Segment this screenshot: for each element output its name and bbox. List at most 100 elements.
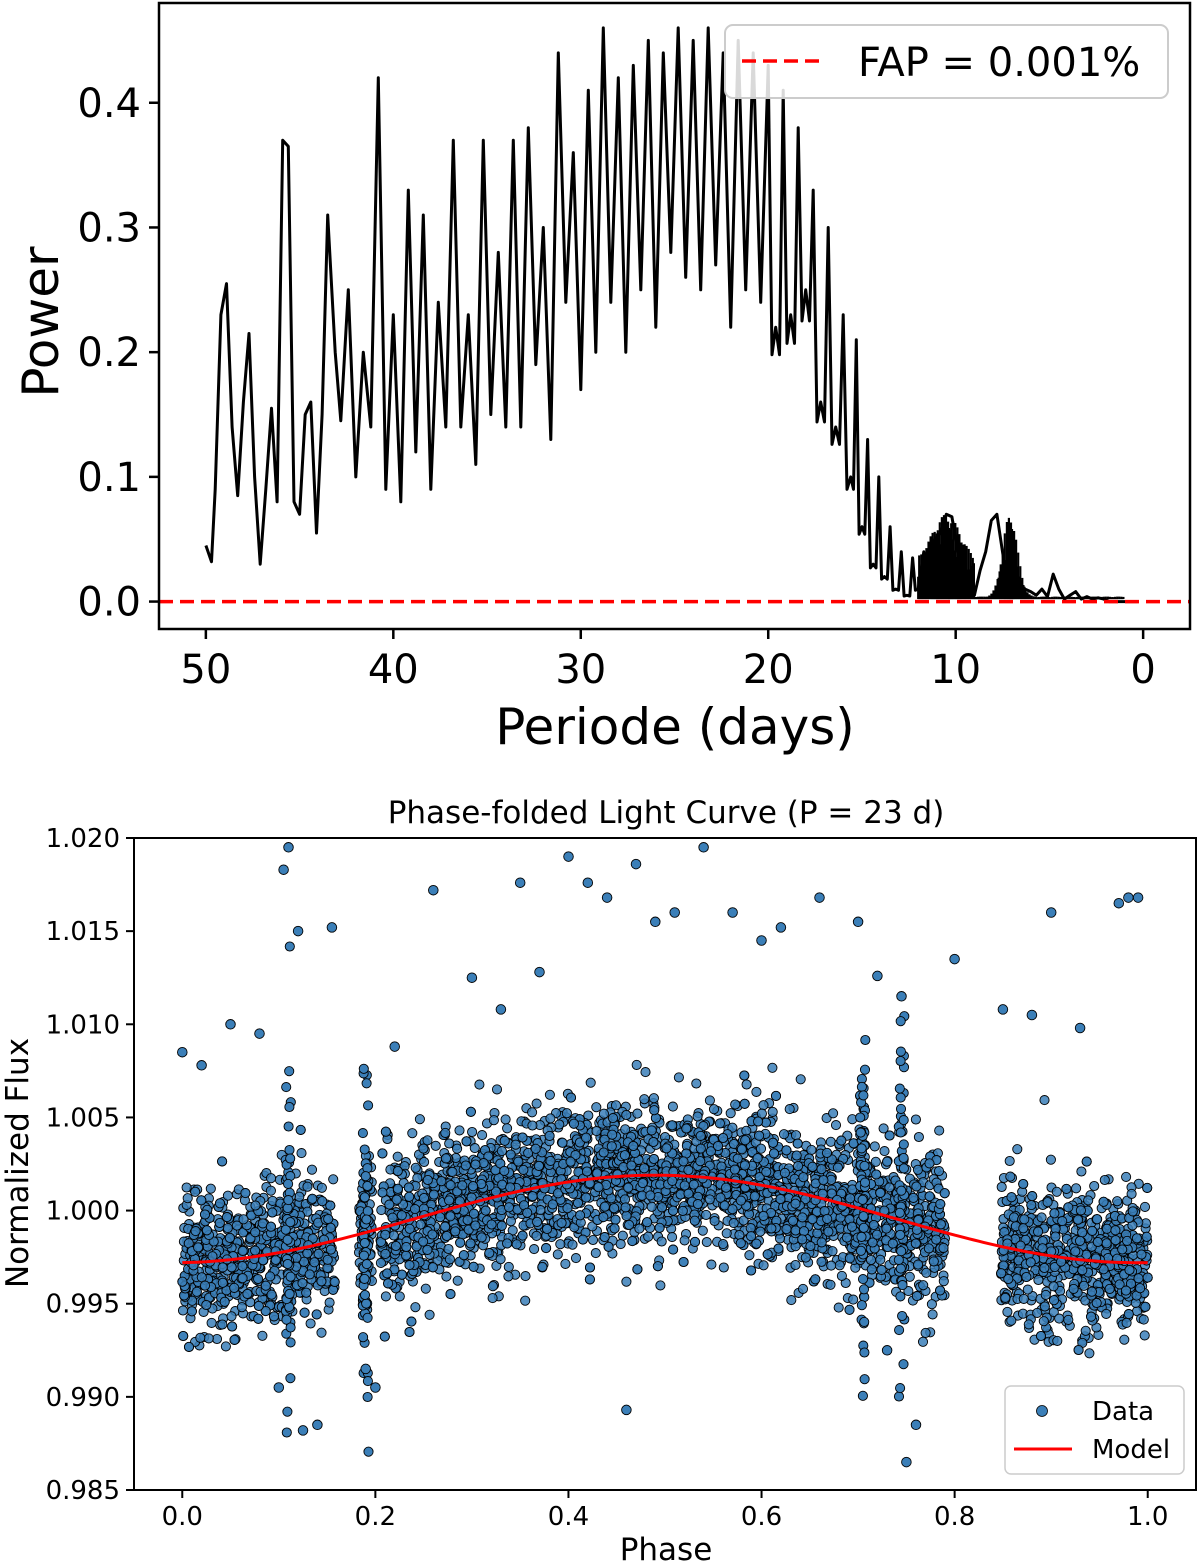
- data-point: [1039, 1301, 1050, 1312]
- data-point: [253, 1273, 264, 1285]
- data-point: [284, 1066, 295, 1077]
- data-point: [380, 1248, 391, 1259]
- data-point: [496, 1146, 507, 1157]
- data-point: [761, 1166, 772, 1177]
- data-point: [229, 1334, 240, 1345]
- data-point: [786, 1295, 797, 1306]
- data-point: [517, 1132, 528, 1143]
- data-point: [678, 1256, 689, 1268]
- data-point: [242, 1288, 253, 1299]
- data-point: [260, 1280, 271, 1291]
- data-point: [250, 1245, 261, 1256]
- data-point: [226, 1311, 237, 1322]
- data-point: [1121, 1317, 1132, 1328]
- data-point: [741, 1079, 752, 1090]
- data-point: [1022, 1284, 1033, 1295]
- data-point: [648, 1168, 659, 1179]
- data-point: [311, 1309, 322, 1320]
- data-point: [392, 1183, 403, 1194]
- data-point: [881, 1223, 892, 1234]
- data-point: [646, 1125, 657, 1136]
- data-point: [440, 1221, 451, 1232]
- data-point: [447, 1166, 458, 1177]
- data-point: [517, 1230, 528, 1241]
- data-point: [206, 1317, 217, 1328]
- data-point: [598, 1147, 609, 1158]
- data-point: [704, 1194, 715, 1205]
- data-point: [1127, 1206, 1138, 1217]
- data-point: [268, 1311, 280, 1322]
- data-point: [624, 1219, 635, 1230]
- data-point: [296, 1148, 307, 1159]
- data-point: [430, 1140, 441, 1151]
- data-point: [375, 1257, 386, 1268]
- data-point: [926, 1299, 937, 1310]
- data-point: [911, 1291, 922, 1302]
- data-point: [833, 1302, 844, 1313]
- data-point: [822, 1213, 833, 1224]
- data-point: [1101, 1308, 1112, 1319]
- data-point: [422, 1135, 433, 1146]
- data-point: [845, 1193, 856, 1204]
- data-point: [656, 1236, 667, 1247]
- periodogram-y-tick-label: 0.1: [77, 455, 141, 501]
- data-point: [725, 1108, 736, 1119]
- data-point: [1142, 1182, 1153, 1193]
- data-point: [1089, 1180, 1100, 1192]
- data-point: [444, 1195, 455, 1206]
- data-point: [195, 1332, 206, 1343]
- data-point: [486, 1219, 497, 1230]
- data-point: [627, 1236, 638, 1247]
- data-point: [740, 1135, 751, 1146]
- data-point: [503, 1261, 514, 1272]
- data-point: [938, 1242, 949, 1253]
- data-point: [701, 1237, 712, 1248]
- data-point: [445, 1180, 456, 1191]
- data-point: [424, 1309, 435, 1320]
- data-point: [632, 1108, 643, 1119]
- data-point: [545, 1155, 556, 1166]
- data-point: [1138, 1314, 1149, 1325]
- data-point: [422, 1244, 433, 1255]
- data-point: [510, 1139, 521, 1150]
- data-point: [527, 1191, 538, 1202]
- data-point: [575, 1210, 586, 1221]
- data-point: [695, 1156, 706, 1167]
- data-point: [182, 1193, 193, 1204]
- data-point: [1131, 1233, 1142, 1244]
- data-point: [1119, 1334, 1130, 1345]
- data-point: [736, 1144, 747, 1155]
- data-point: [445, 1211, 456, 1222]
- data-point: [196, 1195, 207, 1206]
- data-point: [404, 1223, 415, 1234]
- data-point: [401, 1241, 412, 1253]
- data-point: [1025, 1257, 1036, 1268]
- data-point: [927, 1309, 938, 1320]
- data-point: [541, 1243, 552, 1254]
- data-point: [1049, 1208, 1060, 1219]
- data-point: [875, 1254, 886, 1265]
- data-point: [634, 1223, 645, 1234]
- data-point: [555, 1239, 566, 1250]
- data-point: [640, 1067, 651, 1078]
- data-point: [920, 1327, 931, 1338]
- data-point: [1098, 1196, 1109, 1207]
- data-point: [502, 1123, 513, 1134]
- data-point: [1076, 1166, 1087, 1177]
- data-point: [692, 1111, 703, 1122]
- data-point: [913, 1131, 924, 1143]
- data-point: [1026, 1200, 1037, 1211]
- data-point: [418, 1236, 429, 1247]
- data-point: [530, 1143, 541, 1154]
- data-point: [283, 1121, 294, 1132]
- data-point: [935, 1285, 946, 1296]
- data-point: [828, 1108, 839, 1119]
- data-point: [1077, 1227, 1088, 1238]
- data-point: [821, 1147, 833, 1158]
- data-point: [779, 1167, 790, 1178]
- data-point: [1133, 1273, 1144, 1284]
- data-point: [193, 1242, 204, 1253]
- data-point: [1121, 1171, 1132, 1182]
- data-point: [755, 1143, 767, 1154]
- data-point: [1074, 1235, 1086, 1246]
